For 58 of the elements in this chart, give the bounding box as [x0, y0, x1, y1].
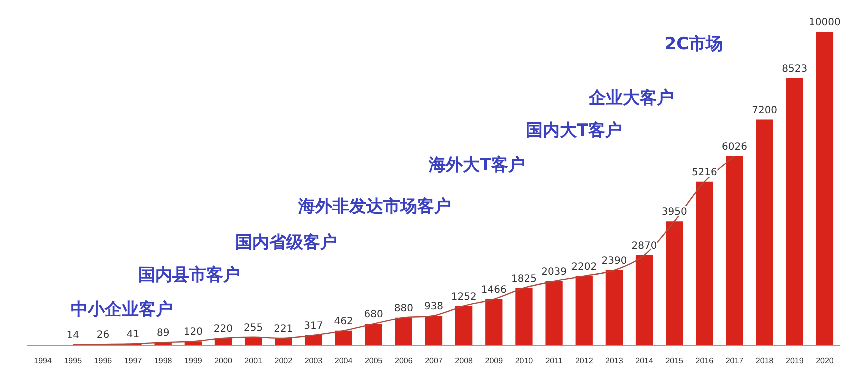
x-tick-label: 2000 [214, 356, 233, 366]
data-label: 880 [394, 303, 414, 314]
data-label: 462 [334, 316, 354, 328]
x-tick-label: 2001 [244, 356, 264, 366]
x-tick-label: 2016 [696, 356, 714, 366]
annotation: 2C市场 [664, 34, 724, 55]
data-label: 26 [96, 330, 110, 342]
x-tick-label: 2002 [274, 356, 294, 366]
data-label: 41 [126, 330, 140, 341]
annotation: 中小企业客户 [71, 300, 174, 320]
annotation: 国内大T客户 [526, 121, 622, 142]
x-tick-label: 1999 [184, 356, 203, 366]
x-tick-label: 2004 [334, 356, 354, 366]
x-tick-label: 2009 [485, 356, 504, 366]
data-label: 7200 [752, 105, 778, 116]
data-label: 1252 [451, 292, 477, 303]
data-label: 1466 [481, 285, 507, 296]
data-label: 120 [184, 327, 203, 338]
x-tick-label: 1996 [94, 356, 113, 366]
annotation: 海外大T客户 [428, 155, 526, 176]
data-label: 680 [364, 310, 384, 321]
x-tick-label: 2006 [395, 356, 414, 366]
data-label: 89 [156, 328, 170, 340]
x-tick-label: 2017 [726, 356, 744, 366]
data-label: 2390 [602, 256, 628, 268]
data-label: 2202 [572, 262, 598, 273]
data-label: 14 [66, 330, 80, 342]
data-label: 1825 [511, 274, 537, 285]
annotation: 国内省级客户 [235, 233, 338, 254]
data-label: 220 [214, 324, 234, 336]
x-tick-label: 2015 [666, 356, 684, 366]
data-label: 317 [304, 321, 324, 332]
data-label: 6026 [722, 142, 748, 154]
x-tick-label: 1998 [154, 356, 173, 366]
x-tick-label: 2011 [546, 356, 564, 366]
data-label: 8523 [782, 64, 808, 75]
x-tick-label: 2003 [304, 356, 324, 366]
data-label: 938 [424, 302, 444, 313]
x-tick-label: 1995 [64, 356, 83, 366]
data-label: 221 [274, 324, 294, 336]
annotation: 海外非发达市场客户 [297, 196, 452, 217]
annotation: 企业大客户 [588, 88, 674, 109]
x-tick-label: 2005 [364, 356, 384, 366]
x-tick-label: 2013 [606, 356, 624, 366]
x-tick-label: 2010 [515, 356, 534, 366]
data-label: 2039 [542, 267, 568, 278]
x-tick-label: 1994 [34, 356, 52, 366]
data-label: 10000 [809, 18, 841, 29]
x-tick-label: 2008 [455, 356, 474, 366]
x-tick-label: 2019 [786, 356, 804, 366]
x-tick-label: 2018 [756, 356, 774, 366]
data-label: 255 [244, 323, 264, 334]
x-tick-label: 2012 [575, 356, 594, 366]
x-tick-label: 1997 [124, 356, 143, 366]
annotation: 国内县市客户 [138, 266, 241, 286]
x-tick-label: 2007 [425, 356, 444, 366]
x-tick-label: 2014 [636, 356, 654, 366]
x-tick-label: 2020 [816, 356, 834, 366]
